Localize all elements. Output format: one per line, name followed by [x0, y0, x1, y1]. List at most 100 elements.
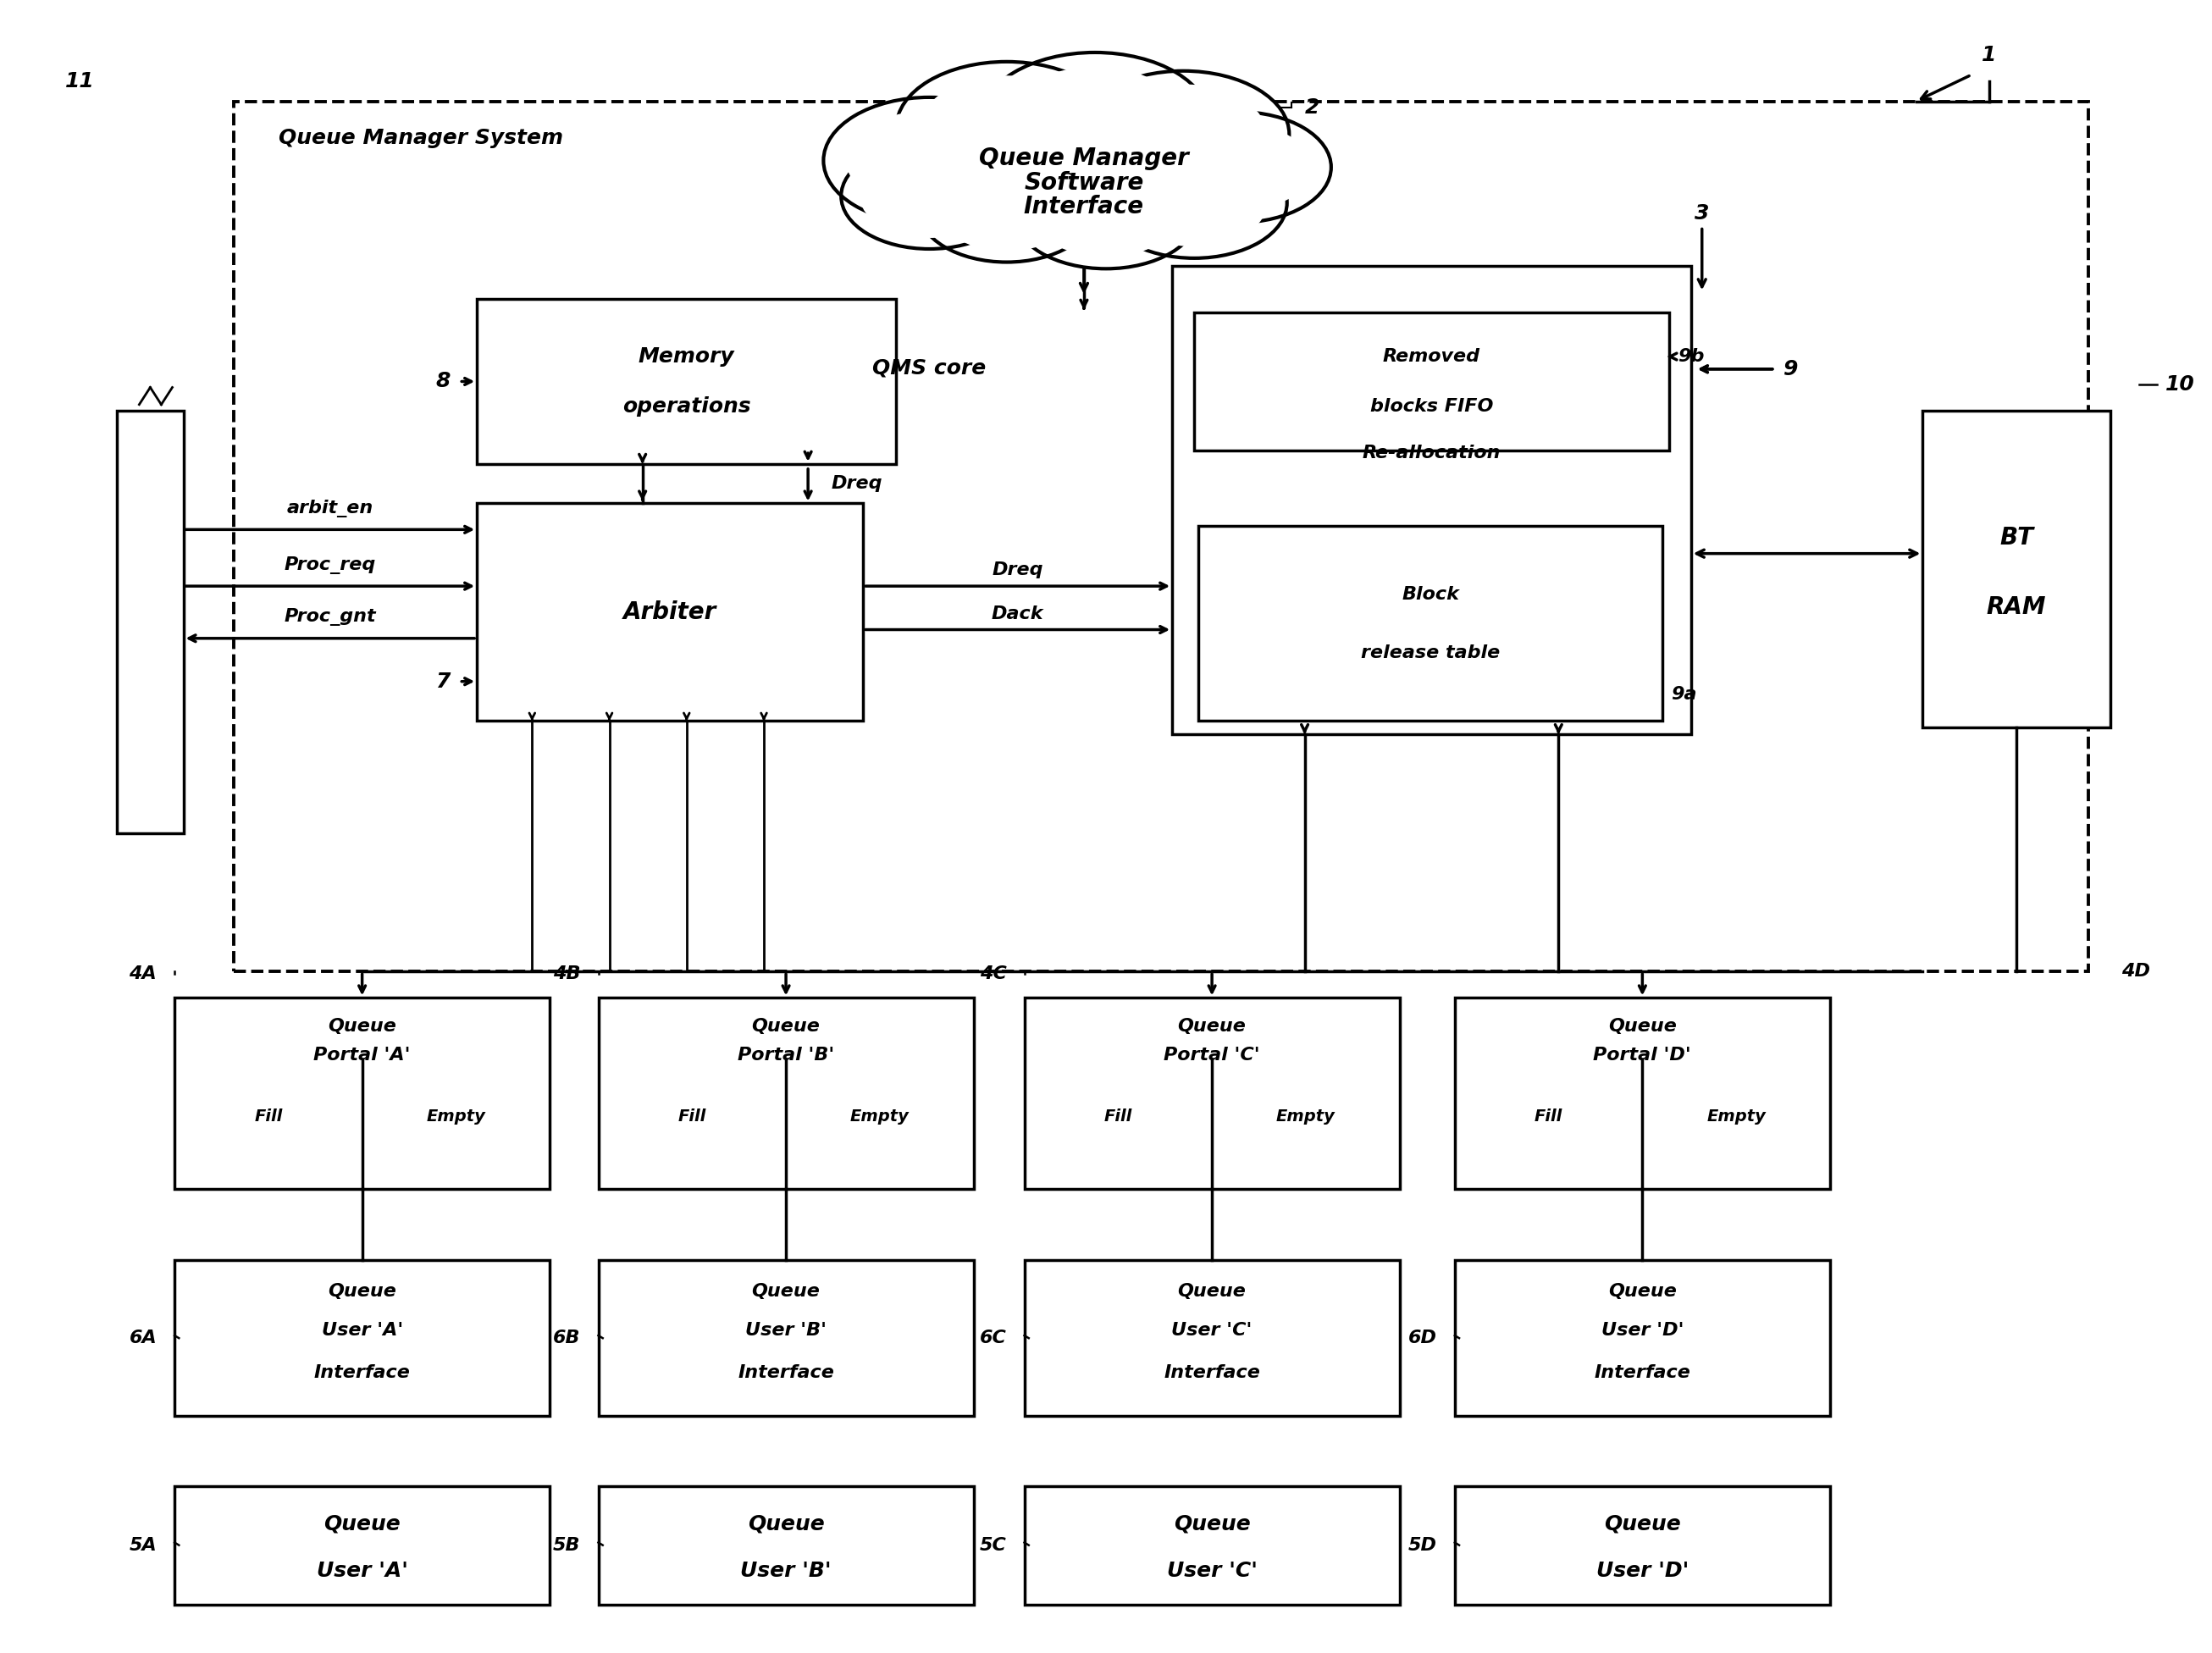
Text: Portal 'D': Portal 'D'	[1593, 1046, 1692, 1065]
Text: Memory: Memory	[639, 347, 734, 367]
Bar	[1455, 1260, 1829, 1417]
Bar	[597, 1260, 973, 1417]
Bar	[234, 101, 2088, 972]
Text: User 'D': User 'D'	[1597, 1560, 1688, 1582]
Text: 10: 10	[2166, 375, 2194, 395]
Text: User 'B': User 'B'	[745, 1322, 827, 1339]
Text: Portal 'B': Portal 'B'	[737, 1046, 834, 1065]
Bar	[1199, 526, 1661, 721]
Text: User 'A': User 'A'	[316, 1560, 407, 1582]
Text: Queue Manager System: Queue Manager System	[279, 127, 562, 149]
Text: Software: Software	[1024, 172, 1144, 195]
Bar	[1455, 1486, 1829, 1605]
Text: Queue: Queue	[752, 1018, 821, 1035]
Text: Queue: Queue	[1177, 1283, 1245, 1299]
Text: Empty: Empty	[1276, 1109, 1336, 1124]
Text: Portal 'C': Portal 'C'	[1164, 1046, 1261, 1065]
Text: Queue: Queue	[752, 1283, 821, 1299]
Text: Interface: Interface	[314, 1364, 411, 1380]
Circle shape	[823, 98, 1035, 223]
Text: 1: 1	[1982, 45, 1995, 64]
Text: 5A: 5A	[128, 1537, 157, 1554]
Circle shape	[1146, 112, 1332, 223]
Text: arbit_en: arbit_en	[288, 499, 374, 517]
Text: 9a: 9a	[1670, 686, 1697, 703]
Circle shape	[980, 53, 1210, 190]
Circle shape	[1166, 124, 1312, 210]
Bar	[1024, 1486, 1400, 1605]
Bar	[478, 504, 863, 721]
Bar	[1922, 412, 2110, 727]
Text: User 'A': User 'A'	[321, 1322, 403, 1339]
Text: Dreq: Dreq	[993, 562, 1044, 579]
Text: Empty: Empty	[1708, 1109, 1765, 1124]
Text: 6D: 6D	[1409, 1329, 1438, 1347]
Circle shape	[938, 169, 1075, 251]
Text: 5C: 5C	[980, 1537, 1006, 1554]
Circle shape	[1013, 159, 1199, 269]
Circle shape	[1121, 160, 1267, 246]
Circle shape	[896, 61, 1117, 193]
Text: Queue: Queue	[1175, 1514, 1250, 1534]
Text: 9b: 9b	[1677, 349, 1703, 365]
Text: Empty: Empty	[849, 1109, 909, 1124]
Text: Queue: Queue	[748, 1514, 825, 1534]
Circle shape	[1102, 147, 1287, 258]
Text: 6C: 6C	[980, 1329, 1006, 1347]
Circle shape	[1077, 71, 1290, 197]
Bar	[597, 1486, 973, 1605]
Text: 2: 2	[1305, 98, 1318, 117]
Text: Queue: Queue	[327, 1283, 396, 1299]
Bar	[1172, 266, 1690, 734]
Bar	[117, 412, 184, 833]
Text: Queue Manager: Queue Manager	[980, 145, 1188, 170]
Text: Dack: Dack	[991, 605, 1044, 622]
Bar	[175, 1486, 551, 1605]
Text: Queue: Queue	[323, 1514, 400, 1534]
Text: Block: Block	[1402, 585, 1460, 603]
Text: Proc_gnt: Proc_gnt	[283, 608, 376, 626]
Text: Interface: Interface	[1595, 1364, 1690, 1380]
Circle shape	[847, 111, 1013, 210]
Text: Fill: Fill	[1104, 1109, 1133, 1124]
Text: Fill: Fill	[1535, 1109, 1562, 1124]
Text: Re-allocation: Re-allocation	[1363, 445, 1500, 461]
Circle shape	[918, 157, 1095, 263]
Text: 4B: 4B	[553, 965, 582, 982]
Circle shape	[841, 144, 1018, 250]
Text: Proc_req: Proc_req	[285, 555, 376, 574]
Text: 4D: 4D	[2121, 964, 2150, 980]
Text: Arbiter: Arbiter	[624, 600, 717, 625]
Text: User 'C': User 'C'	[1172, 1322, 1252, 1339]
Bar	[175, 1260, 551, 1417]
Text: BT: BT	[2000, 526, 2033, 549]
Text: operations: operations	[622, 397, 750, 417]
Text: Removed: Removed	[1382, 349, 1480, 365]
Bar	[1194, 312, 1668, 451]
Text: release table: release table	[1360, 645, 1500, 661]
Text: 5D: 5D	[1409, 1537, 1438, 1554]
Text: User 'B': User 'B'	[741, 1560, 832, 1582]
Text: Fill: Fill	[254, 1109, 283, 1124]
Text: 9: 9	[1783, 359, 1798, 379]
Text: User 'C': User 'C'	[1166, 1560, 1256, 1582]
Text: Interface: Interface	[1024, 195, 1144, 218]
Text: Fill: Fill	[679, 1109, 706, 1124]
Text: QMS core: QMS core	[872, 359, 987, 379]
Text: Queue: Queue	[1608, 1018, 1677, 1035]
Text: Interface: Interface	[739, 1364, 834, 1380]
Bar	[1024, 1260, 1400, 1417]
Text: RAM: RAM	[1986, 595, 2046, 620]
Circle shape	[1102, 84, 1265, 183]
Text: Queue: Queue	[1177, 1018, 1245, 1035]
Text: Empty: Empty	[427, 1109, 487, 1124]
Text: 6A: 6A	[128, 1329, 157, 1347]
Text: 4C: 4C	[980, 965, 1006, 982]
Bar	[1455, 998, 1829, 1189]
Circle shape	[860, 155, 998, 238]
Circle shape	[1033, 170, 1179, 256]
Text: 7: 7	[436, 671, 451, 691]
Text: 3: 3	[1694, 203, 1710, 223]
Text: 8: 8	[436, 372, 451, 392]
Text: blocks FIFO: blocks FIFO	[1369, 398, 1493, 415]
